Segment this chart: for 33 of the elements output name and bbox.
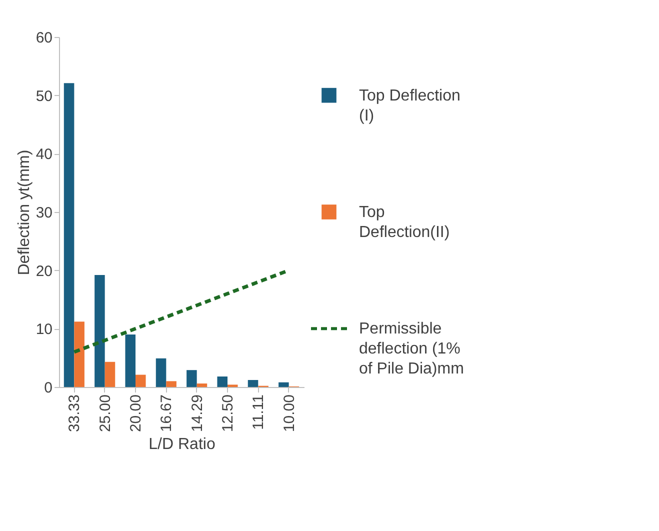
bar (104, 362, 116, 387)
y-tick-label: 60 (36, 30, 52, 46)
x-tick-label: 11.11 (250, 394, 268, 430)
x-tick-label: 10.00 (280, 394, 298, 432)
x-tick-label: 33.33 (66, 394, 84, 432)
x-tick-label: 14.29 (188, 394, 206, 432)
x-tick-label: 12.50 (219, 394, 236, 432)
x-tick-label: 16.67 (158, 394, 176, 432)
y-tick-label: 20 (36, 262, 52, 280)
legend-label: Top Deflection (I) (359, 87, 460, 124)
bar (125, 334, 136, 387)
bar (278, 382, 289, 387)
bar (186, 370, 197, 387)
y-tick-label: 10 (36, 321, 52, 338)
bar (196, 384, 208, 387)
y-axis-title: Deflection yt(mm) (16, 150, 33, 276)
bar (94, 275, 105, 387)
y-tick-label: 50 (36, 88, 52, 105)
x-axis-title: L/D Ratio (148, 436, 216, 454)
y-tick-label: 40 (36, 146, 52, 164)
x-tick-label: 20.00 (128, 394, 145, 432)
legend-label: Permissible deflection (1% of Pile Dia)mm (359, 320, 464, 378)
y-tick-label: 0 (44, 380, 52, 396)
x-tick-label: 25.00 (96, 394, 114, 432)
bar (136, 374, 146, 387)
bar (248, 380, 258, 387)
bar (166, 381, 176, 387)
bar (217, 376, 228, 387)
legend-label: Top Deflection(II) (359, 204, 450, 241)
bar (156, 358, 166, 387)
bar (64, 83, 74, 387)
bar (74, 322, 84, 387)
y-tick-label: 30 (36, 204, 52, 222)
